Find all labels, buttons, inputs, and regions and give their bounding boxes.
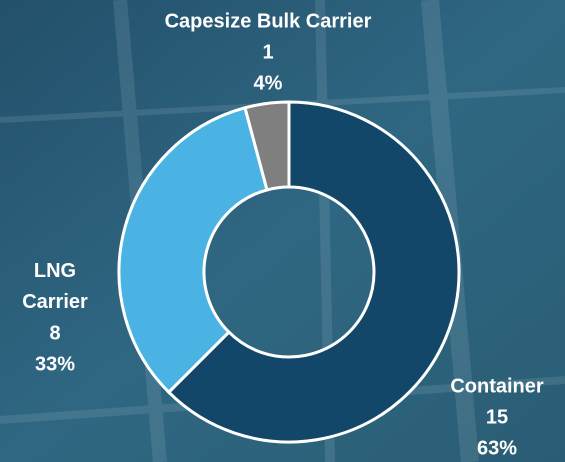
slice-percent: 4% [254,72,283,94]
labels: Container 15 63% LNG Carrier 8 33% Capesize Bul… [22,10,544,459]
slice-percent: 33% [35,353,75,375]
slice-value: 8 [49,322,60,344]
donut-slice [166,100,461,444]
slice-value: 1 [262,41,273,63]
slice-name: LNG Carrier [22,260,88,313]
slice-name: Capesize Bulk Carrier [165,10,372,32]
slice-value: 15 [486,406,508,428]
slice-name: Container [450,375,544,397]
donut [117,100,461,444]
donut-slice [243,100,291,192]
slice-percent: 63% [477,437,517,459]
donut-slice [117,105,269,395]
